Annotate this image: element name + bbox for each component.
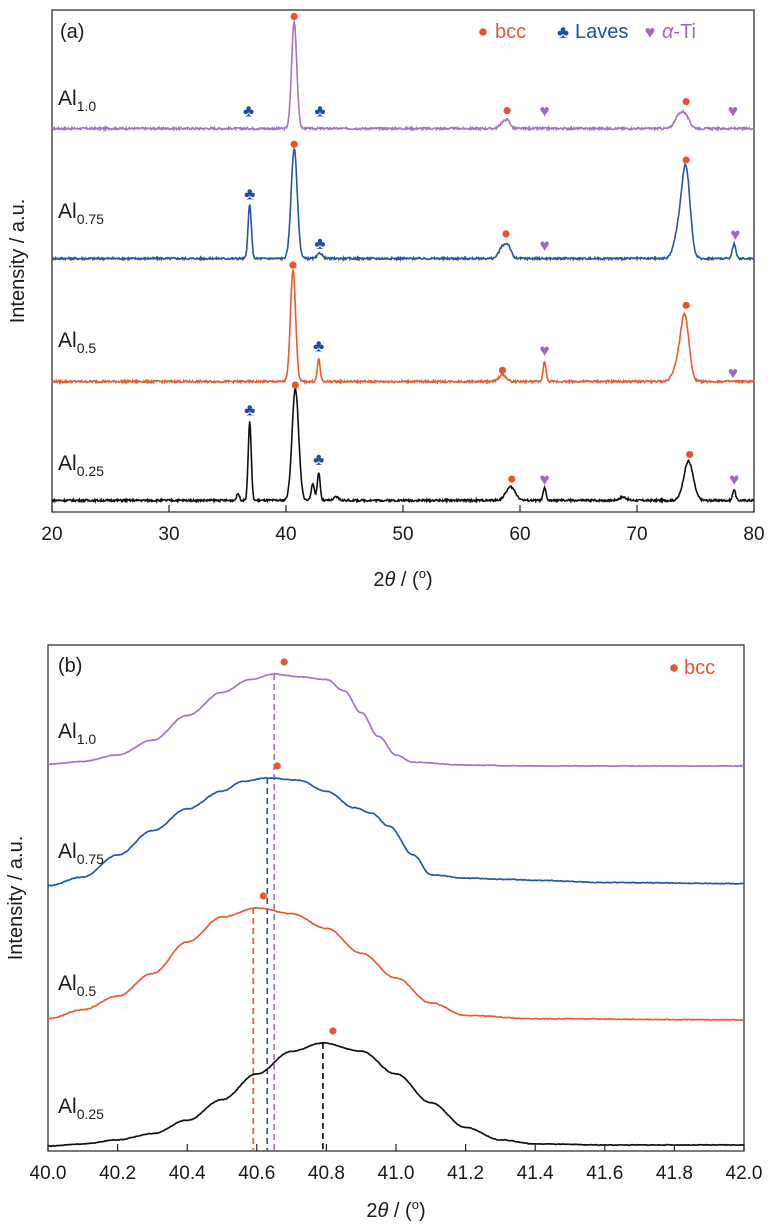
bcc-marker — [290, 12, 298, 21]
panel-a-series-label: Al0.5 — [58, 329, 96, 356]
laves-marker: ♣ — [243, 102, 254, 121]
panel-b-series-line — [47, 776, 745, 887]
panel-b-series-label: Al0.5 — [58, 972, 96, 999]
panel-a-series-label: Al1.0 — [58, 87, 96, 114]
bcc-marker — [280, 658, 288, 666]
panel-b-x-ticks: 40.0 40.2 40.4 40.6 40.8 41.0 41.2 41.4 41.6 41.8… — [30, 1144, 763, 1184]
legend-label: bcc — [495, 21, 526, 43]
laves-marker: ♣ — [314, 234, 325, 253]
panel-b-series-line — [47, 672, 745, 768]
bcc-marker — [682, 301, 690, 309]
panel-b-frame — [47, 644, 745, 1152]
legend-bcc-marker — [670, 664, 678, 672]
laves-marker: ♣ — [244, 401, 255, 420]
panel-a-series-line — [51, 147, 755, 262]
panel-b-series-label: Al0.75 — [58, 840, 104, 867]
legend-label: bcc — [684, 657, 715, 679]
panel-a-x-tick-label: 40 — [275, 524, 296, 545]
legend-alpha-ti-marker: ♥ — [645, 22, 656, 42]
laves-marker: ♣ — [244, 185, 255, 204]
panel-a-legend: bcc ♣ Laves ♥ α-Ti — [479, 21, 696, 43]
laves-marker: ♣ — [313, 450, 324, 469]
panel-a-x-label: 2θ / (o) — [373, 566, 432, 591]
alpha-ti-marker: ♥ — [540, 236, 550, 255]
legend-label: α-Ti — [662, 21, 696, 43]
panel-b-x-tick-label: 40.4 — [169, 1163, 206, 1184]
panel-b-series-line — [47, 1041, 745, 1148]
panel-b-x-tick-label: 41.4 — [517, 1163, 554, 1184]
panel-b-series-line — [47, 906, 745, 1022]
panel-a-series-line — [51, 19, 755, 133]
panel-b-y-label: Intensity / a.u. — [5, 836, 27, 961]
alpha-ti-marker: ♥ — [728, 102, 738, 121]
panel-a-series-line — [51, 268, 755, 386]
panel-b-x-tick-label: 40.0 — [30, 1163, 67, 1184]
panel-a-x-tick-label: 20 — [41, 524, 62, 545]
laves-marker: ♣ — [314, 102, 325, 121]
panel-a: (a) bcc ♣ Laves ♥ α-Ti Al1.0 ♣ ♣ ♥ ♥Al0.75♣♣ ♥♥Al… — [7, 9, 765, 591]
alpha-ti-marker: ♥ — [729, 470, 739, 489]
panel-a-series-line — [51, 385, 755, 505]
panel-b-x-tick-label: 41.2 — [447, 1163, 484, 1184]
laves-marker: ♣ — [313, 337, 324, 356]
panel-b-x-tick-label: 41.0 — [378, 1163, 415, 1184]
panel-b-x-tick-label: 41.6 — [586, 1163, 623, 1184]
panel-a-series: Al1.0 ♣ ♣ ♥ ♥ Al0.75 ♣ ♣ ♥ ♥ Al0.5 ♣ ♥ ♥ Al0.25 ♣ ♣ ♥ ♥ — [51, 12, 755, 505]
panel-b-x-label: 2θ / (o) — [366, 1197, 425, 1222]
bcc-marker — [686, 450, 694, 459]
bcc-marker — [329, 1027, 337, 1035]
panel-b-x-tick-label: 40.2 — [99, 1163, 136, 1184]
panel-b-x-tick-label: 40.8 — [308, 1163, 345, 1184]
alpha-ti-marker: ♥ — [730, 225, 740, 244]
panel-b-series-label: Al0.25 — [58, 1095, 104, 1122]
bcc-marker — [682, 98, 690, 106]
panel-a-x-tick-label: 60 — [509, 524, 530, 545]
panel-a-series-label: Al0.75 — [58, 200, 104, 227]
panel-b-x-tick-label: 40.6 — [238, 1163, 275, 1184]
legend-bcc-marker — [479, 28, 487, 36]
bcc-marker — [290, 140, 298, 148]
panel-a-x-tick-label: 50 — [392, 524, 413, 545]
panel-a-x-tick-label: 70 — [626, 524, 647, 545]
panel-b-x-tick-label: 41.8 — [656, 1163, 693, 1184]
panel-a-x-tick-label: 80 — [743, 524, 764, 545]
panel-a-tag: (a) — [60, 21, 84, 43]
legend-laves-marker: ♣ — [557, 22, 569, 42]
bcc-marker — [498, 366, 507, 374]
panel-b-series-label: Al1.0 — [58, 720, 96, 747]
bcc-marker — [508, 475, 516, 483]
panel-b-x-tick-label: 42.0 — [726, 1163, 763, 1184]
alpha-ti-marker: ♥ — [540, 470, 550, 489]
alpha-ti-marker: ♥ — [540, 341, 550, 360]
alpha-ti-marker: ♥ — [540, 102, 550, 121]
legend-label: Laves — [575, 21, 628, 43]
alpha-ti-marker: ♥ — [728, 364, 738, 383]
bcc-marker — [682, 156, 690, 164]
panel-b-legend: bcc — [670, 657, 715, 679]
panel-a-x-tick-label: 30 — [158, 524, 179, 545]
bcc-marker — [273, 762, 281, 770]
panel-b-series: Al1.0 Al0.75 Al0.5 Al0.25 — [47, 658, 745, 1151]
panel-a-series-label: Al0.25 — [58, 452, 104, 479]
panel-b-tag: (b) — [58, 655, 82, 677]
bcc-marker — [259, 892, 267, 900]
bcc-marker — [289, 261, 297, 269]
panel-a-y-label: Intensity / a.u. — [7, 199, 29, 324]
panel-a-x-ticks: 20 30 40 50 60 70 80 — [41, 505, 765, 545]
bcc-marker — [503, 107, 511, 115]
bcc-marker — [502, 230, 510, 238]
bcc-marker — [291, 381, 299, 389]
